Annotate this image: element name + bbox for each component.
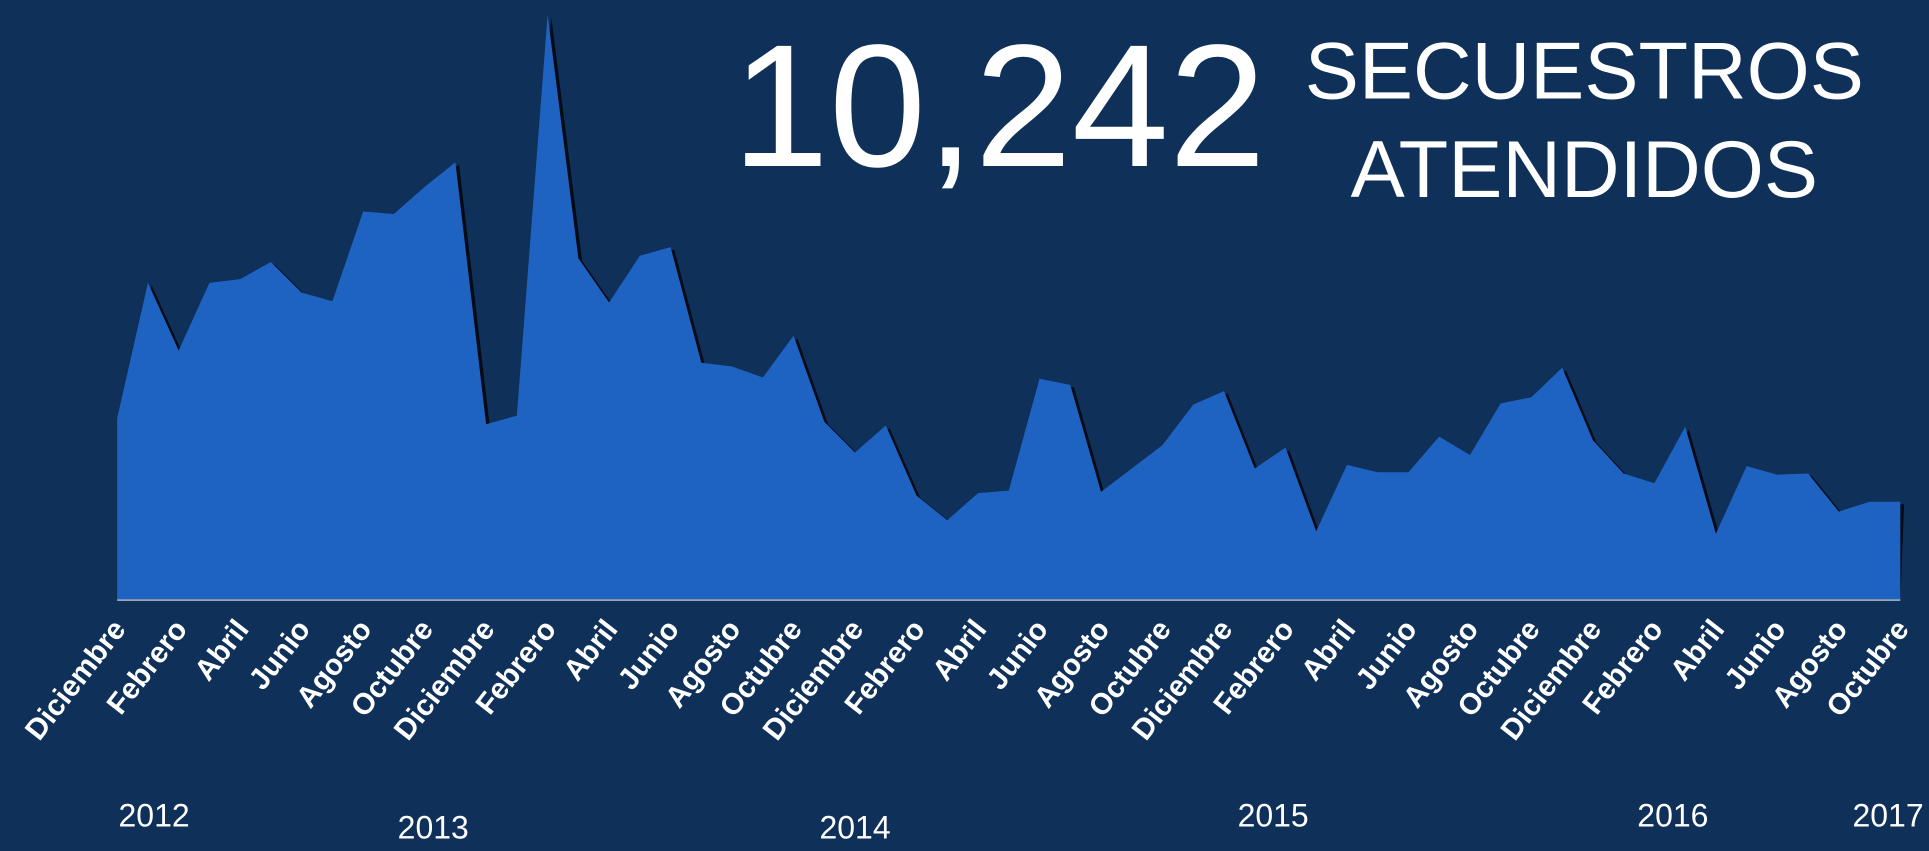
year-label: 2012 (119, 797, 190, 833)
year-label: 2015 (1238, 797, 1309, 833)
year-label: 2013 (398, 810, 469, 846)
subtitle-line: ATENDIDOS (1351, 125, 1818, 215)
chart-title: 10,242 (732, 9, 1266, 204)
subtitle-line: SECUESTROS (1305, 26, 1864, 116)
year-label: 2014 (819, 810, 890, 846)
area (117, 14, 1901, 601)
year-label: 2017 (1852, 797, 1923, 833)
year-label: 2016 (1637, 797, 1708, 833)
